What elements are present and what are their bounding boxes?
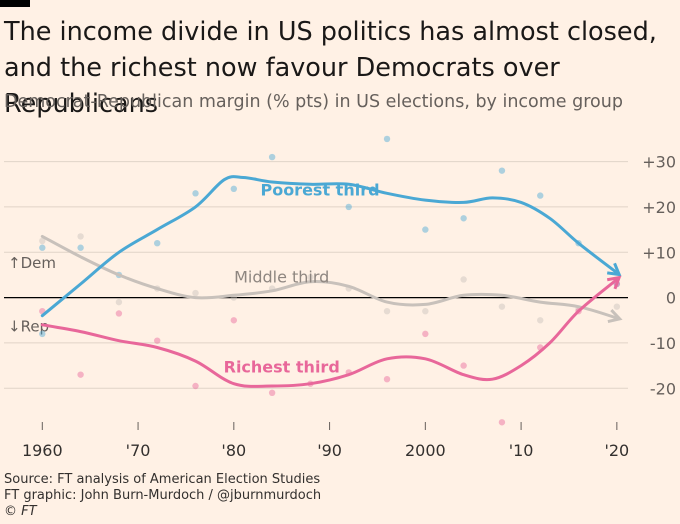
- data-point: [39, 244, 46, 251]
- trend-line-richest-third: [40, 275, 622, 388]
- chart-title: The income divide in US politics has alm…: [4, 17, 657, 119]
- data-point: [460, 215, 467, 222]
- data-point: [422, 330, 429, 338]
- y-tick-label: 0: [666, 289, 676, 308]
- data-point: [345, 203, 352, 211]
- data-point: [154, 240, 161, 247]
- data-point: [115, 298, 123, 306]
- data-point: [192, 289, 199, 297]
- chart-area: +30 +20 +10 0 -10 -20 ↑Dem ↓Rep 1960 '70 '80 '90 200…: [4, 135, 676, 460]
- data-point: [39, 237, 46, 245]
- data-point: [537, 317, 544, 324]
- data-point: [77, 371, 84, 378]
- rep-annotation: ↓Rep: [8, 318, 49, 336]
- x-tick-label: '90: [317, 441, 342, 460]
- data-point: [613, 303, 621, 310]
- trend-line-poorest-third: [40, 175, 622, 318]
- data-point: [268, 389, 276, 396]
- y-tick-label: -20: [650, 379, 676, 398]
- data-point: [383, 376, 391, 383]
- data-point: [230, 185, 238, 192]
- x-tick-label: 1960: [22, 441, 63, 460]
- data-point: [383, 135, 391, 143]
- data-point: [498, 167, 506, 174]
- data-point: [77, 244, 84, 251]
- data-point: [154, 337, 161, 344]
- data-point: [192, 382, 199, 390]
- x-tick-label: '10: [509, 441, 534, 460]
- x-tick-label: '20: [604, 441, 629, 460]
- dem-annotation: ↑Dem: [8, 254, 56, 272]
- data-point: [39, 330, 46, 338]
- chart-subtitle: Democrat-Republican margin (% pts) in US…: [4, 92, 623, 112]
- data-point: [422, 308, 429, 315]
- ft-copyright: © FT: [4, 504, 37, 519]
- y-tick-label: +20: [642, 198, 676, 217]
- data-point: [268, 153, 276, 161]
- y-tick-label: +10: [642, 243, 676, 262]
- data-point: [498, 303, 506, 310]
- data-point: [77, 233, 84, 240]
- graphic-credit: FT graphic: John Burn-Murdoch / @jburnmu…: [4, 488, 322, 503]
- series-label-poorest-third: Poorest third: [260, 181, 379, 200]
- data-point: [383, 308, 391, 315]
- data-point: [192, 190, 199, 197]
- y-tick-label: +30: [642, 153, 676, 172]
- data-point: [498, 419, 506, 426]
- data-point: [460, 362, 467, 369]
- series-label-richest-third: Richest third: [224, 357, 340, 376]
- x-tick-label: '70: [126, 441, 151, 460]
- series-label-middle-third: Middle third: [234, 268, 329, 287]
- data-point: [307, 274, 314, 281]
- trend-line-middle-third: [40, 234, 623, 324]
- data-point: [460, 276, 467, 283]
- data-point: [422, 226, 429, 233]
- x-tick-label: 2000: [405, 441, 446, 460]
- source-note: Source: FT analysis of American Election…: [4, 472, 321, 487]
- y-tick-label: -10: [650, 334, 676, 353]
- data-point: [537, 192, 544, 199]
- data-point: [230, 317, 238, 324]
- x-tick-label: '80: [221, 441, 246, 460]
- data-point: [115, 310, 123, 317]
- ft-top-bar: [0, 0, 30, 7]
